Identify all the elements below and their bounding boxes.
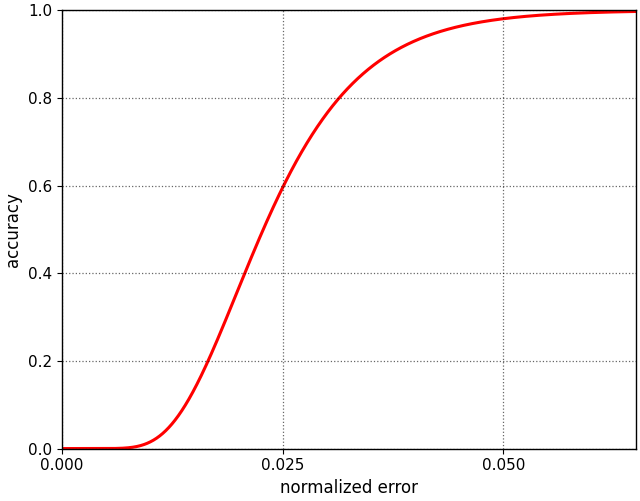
Y-axis label: accuracy: accuracy bbox=[4, 192, 22, 267]
X-axis label: normalized error: normalized error bbox=[280, 479, 418, 497]
